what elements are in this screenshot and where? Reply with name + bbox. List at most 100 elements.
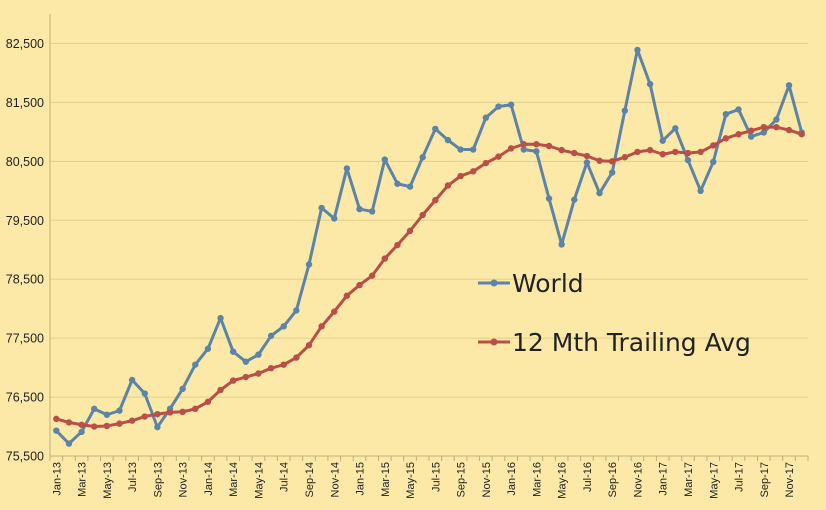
point-world xyxy=(508,102,514,108)
x-tick-label: Sep-13 xyxy=(152,462,164,497)
point-world xyxy=(786,82,792,88)
point-world xyxy=(243,359,249,365)
point-12-mth-trailing-avg xyxy=(243,374,249,380)
point-12-mth-trailing-avg xyxy=(521,141,527,147)
legend-label-world: World xyxy=(512,269,584,298)
point-world xyxy=(622,107,628,113)
x-tick-label: May-14 xyxy=(253,462,265,499)
point-world xyxy=(116,407,122,413)
point-12-mth-trailing-avg xyxy=(622,154,628,160)
point-world xyxy=(419,154,425,160)
point-world xyxy=(685,157,691,163)
point-12-mth-trailing-avg xyxy=(596,158,602,164)
point-world xyxy=(394,181,400,187)
point-12-mth-trailing-avg xyxy=(154,411,160,417)
x-tick-label: May-17 xyxy=(708,462,720,499)
point-world xyxy=(268,333,274,339)
point-12-mth-trailing-avg xyxy=(773,124,779,130)
point-world xyxy=(558,241,564,247)
point-12-mth-trailing-avg xyxy=(546,143,552,149)
point-12-mth-trailing-avg xyxy=(205,399,211,405)
x-tick-label: Jan-17 xyxy=(658,462,670,496)
point-12-mth-trailing-avg xyxy=(584,153,590,159)
point-world xyxy=(344,165,350,171)
x-tick-label: Sep-16 xyxy=(607,462,619,497)
x-tick-label: Mar-14 xyxy=(228,462,240,497)
point-world xyxy=(318,205,324,211)
point-12-mth-trailing-avg xyxy=(558,147,564,153)
point-12-mth-trailing-avg xyxy=(710,142,716,148)
point-world xyxy=(660,138,666,144)
point-world xyxy=(382,156,388,162)
point-12-mth-trailing-avg xyxy=(53,416,59,422)
point-world xyxy=(281,323,287,329)
point-12-mth-trailing-avg xyxy=(735,131,741,137)
point-12-mth-trailing-avg xyxy=(571,150,577,156)
x-tick-label: Jan-16 xyxy=(506,462,518,496)
point-12-mth-trailing-avg xyxy=(66,419,72,425)
point-world xyxy=(205,346,211,352)
point-world xyxy=(723,111,729,117)
point-world xyxy=(634,47,640,53)
point-world xyxy=(457,146,463,152)
point-world xyxy=(596,190,602,196)
point-world xyxy=(773,116,779,122)
y-tick-label: 77,500 xyxy=(6,332,44,346)
point-world xyxy=(483,115,489,121)
point-12-mth-trailing-avg xyxy=(457,173,463,179)
point-world xyxy=(748,133,754,139)
x-tick-label: Nov-16 xyxy=(632,462,644,497)
point-12-mth-trailing-avg xyxy=(306,342,312,348)
point-world xyxy=(255,351,261,357)
point-12-mth-trailing-avg xyxy=(344,293,350,299)
x-tick-label: Nov-17 xyxy=(784,462,796,497)
point-world xyxy=(66,440,72,446)
point-12-mth-trailing-avg xyxy=(723,135,729,141)
point-12-mth-trailing-avg xyxy=(382,255,388,261)
y-tick-label: 75,500 xyxy=(6,450,44,464)
x-tick-label: Jan-13 xyxy=(51,462,63,496)
x-tick-label: Nov-14 xyxy=(329,462,341,497)
point-12-mth-trailing-avg xyxy=(660,151,666,157)
point-12-mth-trailing-avg xyxy=(672,149,678,155)
point-12-mth-trailing-avg xyxy=(230,377,236,383)
y-tick-label: 80,500 xyxy=(6,155,44,169)
point-world xyxy=(432,126,438,132)
point-world xyxy=(369,208,375,214)
point-world xyxy=(129,377,135,383)
point-world xyxy=(710,159,716,165)
legend-item-trailing-avg: 12 Mth Trailing Avg xyxy=(478,328,751,357)
point-12-mth-trailing-avg xyxy=(268,365,274,371)
point-world xyxy=(217,315,223,321)
point-12-mth-trailing-avg xyxy=(142,413,148,419)
point-world xyxy=(356,206,362,212)
point-12-mth-trailing-avg xyxy=(281,361,287,367)
point-world xyxy=(546,195,552,201)
point-12-mth-trailing-avg xyxy=(495,153,501,159)
point-world xyxy=(470,146,476,152)
point-world xyxy=(78,429,84,435)
point-world xyxy=(230,348,236,354)
point-12-mth-trailing-avg xyxy=(293,354,299,360)
x-tick-label: Sep-14 xyxy=(304,462,316,497)
x-tick-label: Jul-17 xyxy=(734,462,746,492)
x-tick-label: Jul-15 xyxy=(430,462,442,492)
x-tick-label: Jul-13 xyxy=(127,462,139,492)
point-world xyxy=(533,148,539,154)
point-world xyxy=(104,412,110,418)
legend-marker-world xyxy=(491,280,498,287)
point-12-mth-trailing-avg xyxy=(634,149,640,155)
y-tick-label: 82,500 xyxy=(6,37,44,51)
point-12-mth-trailing-avg xyxy=(394,242,400,248)
point-12-mth-trailing-avg xyxy=(331,308,337,314)
point-12-mth-trailing-avg xyxy=(786,127,792,133)
point-12-mth-trailing-avg xyxy=(104,423,110,429)
point-12-mth-trailing-avg xyxy=(116,420,122,426)
point-world xyxy=(584,159,590,165)
point-12-mth-trailing-avg xyxy=(761,124,767,130)
point-12-mth-trailing-avg xyxy=(255,370,261,376)
x-tick-label: Mar-13 xyxy=(77,462,89,497)
point-world xyxy=(445,137,451,143)
